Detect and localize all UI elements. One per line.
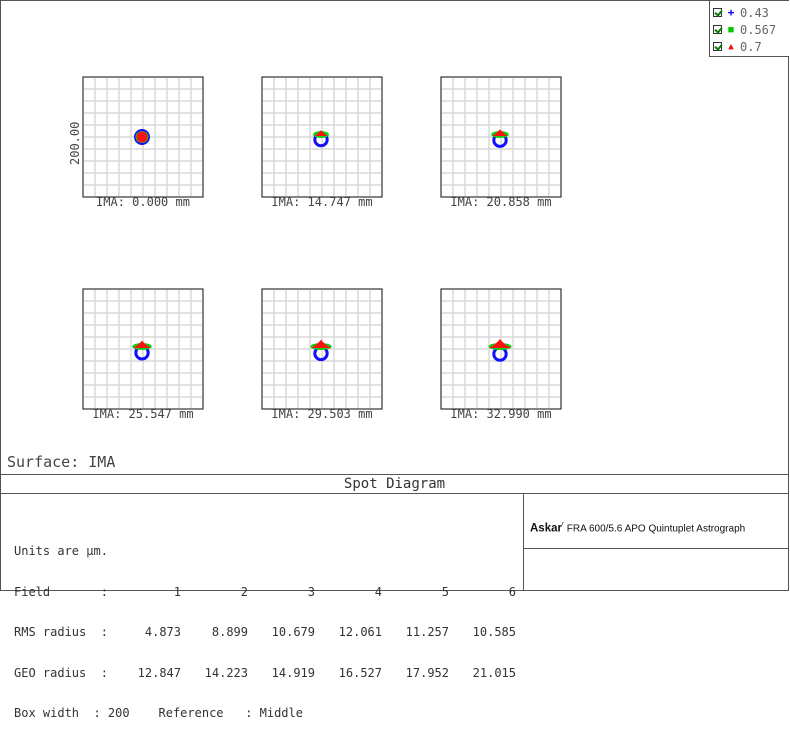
lens-name: FRA 600/5.6 APO Quintuplet Astrograph xyxy=(563,523,746,535)
field-caption: IMA: 14.747 mm xyxy=(271,195,372,209)
red-spot xyxy=(310,339,332,348)
geo-value: 16.527 xyxy=(338,665,382,680)
plot-frame xyxy=(0,0,789,591)
diagram-title: Spot Diagram xyxy=(343,476,446,492)
plus-marker-icon: + xyxy=(727,5,735,19)
field-caption: IMA: 25.547 mm xyxy=(92,407,193,421)
rms-row: RMS radius : 4.873 8.899 10.679 12.061 1… xyxy=(14,625,516,640)
rms-label: RMS radius : xyxy=(14,625,108,639)
legend-checkbox-1[interactable] xyxy=(713,8,722,17)
field-row: Field : 1 2 3 4 5 6 xyxy=(14,584,516,600)
brand-name: Askar xyxy=(530,522,562,535)
field-value: 2 xyxy=(240,584,248,599)
red-spot xyxy=(314,130,328,136)
geo-row: GEO radius : 12.847 14.223 14.919 16.527… xyxy=(14,665,516,681)
field-value: 3 xyxy=(307,584,315,599)
field-value: 5 xyxy=(441,584,449,599)
lens-description: Askarʳ FRA 600/5.6 APO Quintuplet Astrog… xyxy=(530,519,745,534)
legend-label-2: 0.567 xyxy=(740,22,777,37)
field-value: 4 xyxy=(374,584,382,599)
spot-box: IMA: 0.000 mm xyxy=(82,76,204,209)
footer-divider xyxy=(0,474,789,475)
field-label: Field : xyxy=(14,584,108,599)
brand-mark: ʳ xyxy=(561,519,564,529)
footer-vertical-divider xyxy=(523,493,524,591)
footer-horizontal-divider xyxy=(523,548,789,549)
spot-statistics: Units are µm. Field : 1 2 3 4 5 6 RMS ra… xyxy=(14,518,516,734)
field-caption: IMA: 29.503 mm xyxy=(271,407,372,421)
rms-value: 10.585 xyxy=(472,625,516,639)
legend-entry-2[interactable]: ■ 0.567 xyxy=(710,21,789,38)
box-width-line: Box width : 200 Reference : Middle xyxy=(14,706,303,720)
geo-label: GEO radius : xyxy=(14,665,108,680)
spot-box: IMA: 14.747 mm xyxy=(261,76,383,209)
red-spot xyxy=(488,339,512,348)
units-line: Units are µm. xyxy=(14,544,108,558)
red-spot xyxy=(133,340,151,348)
legend-checkbox-2[interactable] xyxy=(713,25,722,34)
surface-label: Surface: IMA xyxy=(7,453,116,471)
geo-value: 14.223 xyxy=(204,665,248,680)
wavelength-legend: + 0.43 ■ 0.567 ▲ 0.7 xyxy=(709,1,789,57)
rms-value: 8.899 xyxy=(211,625,248,639)
legend-label-3: 0.7 xyxy=(740,39,762,54)
geo-value: 21.015 xyxy=(472,665,516,680)
field-value: 1 xyxy=(173,584,181,599)
spot-box: IMA: 29.503 mm xyxy=(261,288,383,421)
legend-checkbox-3[interactable] xyxy=(713,42,722,51)
red-spot xyxy=(492,129,508,136)
rms-value: 11.257 xyxy=(405,625,449,639)
spot-box: IMA: 25.547 mm xyxy=(82,288,204,421)
spot-diagram-grid: 200.00 IMA: 0.000 mm IMA: 14.747 mm IMA: 2… xyxy=(68,76,562,421)
legend-entry-3[interactable]: ▲ 0.7 xyxy=(710,38,789,55)
field-caption: IMA: 20.858 mm xyxy=(450,195,551,209)
rms-value: 4.873 xyxy=(144,625,181,639)
field-caption: IMA: 0.000 mm xyxy=(96,195,190,209)
square-marker-icon: ■ xyxy=(728,24,734,35)
geo-value: 12.847 xyxy=(137,665,181,680)
title-divider xyxy=(0,493,789,494)
triangle-marker-icon: ▲ xyxy=(728,41,734,52)
spot-box: IMA: 32.990 mm xyxy=(440,288,562,421)
rms-value: 10.679 xyxy=(271,625,315,639)
spot-box: IMA: 20.858 mm xyxy=(440,76,562,209)
geo-value: 14.919 xyxy=(271,665,315,680)
field-caption: IMA: 32.990 mm xyxy=(450,407,551,421)
geo-value: 17.952 xyxy=(405,665,449,680)
red-spot xyxy=(136,131,148,143)
rms-value: 12.061 xyxy=(338,625,382,639)
field-value: 6 xyxy=(508,584,516,599)
scale-label: 200.00 xyxy=(68,122,82,165)
legend-label-1: 0.43 xyxy=(740,5,769,20)
legend-entry-1[interactable]: + 0.43 xyxy=(710,4,789,21)
